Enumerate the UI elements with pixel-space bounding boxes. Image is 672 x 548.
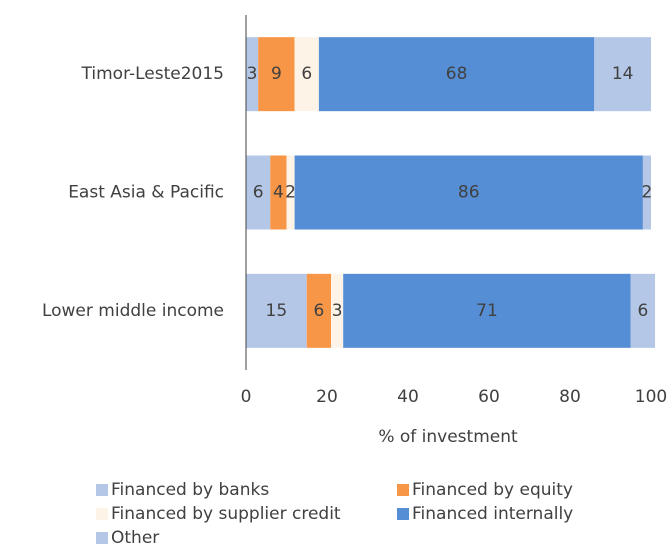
data-label: 9: [271, 64, 282, 84]
data-label: 3: [332, 301, 343, 321]
y-tick-label: Lower middle income: [42, 301, 224, 321]
data-label: 6: [253, 183, 264, 203]
legend-swatch: [397, 484, 409, 496]
x-axis-title: % of investment: [378, 427, 518, 447]
bar-segment: [270, 155, 287, 230]
bar-segment: [318, 37, 595, 112]
bar-segment: [306, 273, 332, 348]
legend-label: Financed by equity: [412, 480, 573, 500]
bar-segment: [331, 273, 344, 348]
bar-segment: [286, 155, 295, 230]
legend-swatch: [96, 532, 108, 544]
legend-label: Other: [111, 528, 159, 548]
data-label: 71: [476, 301, 498, 321]
x-tick-label: 20: [316, 387, 338, 407]
bar-segment: [246, 273, 307, 348]
data-label: 4: [273, 183, 284, 203]
bar-segment: [294, 37, 319, 112]
legend-label: Financed by banks: [111, 480, 269, 500]
legend-swatch: [96, 508, 108, 520]
data-label: 6: [637, 301, 648, 321]
data-label: 2: [642, 183, 653, 203]
bar-segment: [630, 273, 656, 348]
data-label: 15: [266, 301, 288, 321]
y-tick-label: Timor-Leste2015: [81, 64, 224, 84]
data-label: 68: [446, 64, 468, 84]
x-tick-label: 40: [397, 387, 419, 407]
data-label: 3: [247, 64, 258, 84]
data-label: 86: [458, 183, 480, 203]
legend-swatch: [397, 508, 409, 520]
bar-segment: [343, 273, 631, 348]
bar-segment: [246, 155, 271, 230]
x-tick-label: 60: [478, 387, 500, 407]
legend-swatch: [96, 484, 108, 496]
bar-segment: [246, 37, 259, 112]
bar-segment: [294, 155, 643, 230]
data-label: 14: [612, 64, 634, 84]
x-tick-label: 0: [241, 387, 252, 407]
legend-label: Financed by supplier credit: [111, 504, 341, 524]
bar-segment: [594, 37, 651, 112]
x-tick-label: 80: [559, 387, 581, 407]
x-tick-label: 100: [635, 387, 667, 407]
data-label: 2: [285, 183, 296, 203]
bar-segment: [258, 37, 295, 112]
data-label: 6: [313, 301, 324, 321]
data-label: 6: [301, 64, 312, 84]
legend-label: Financed internally: [412, 504, 573, 524]
y-tick-label: East Asia & Pacific: [68, 183, 224, 203]
bar-segment: [642, 155, 651, 230]
